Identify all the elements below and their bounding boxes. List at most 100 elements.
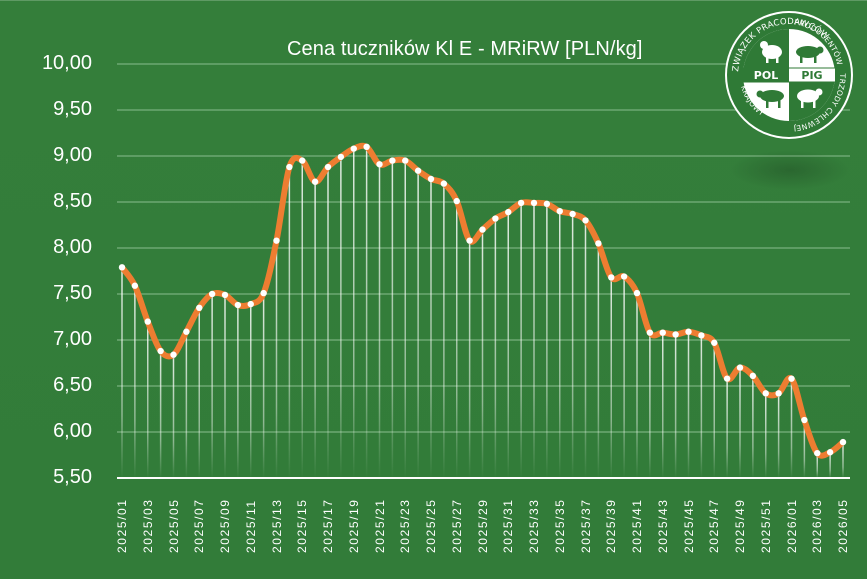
data-point-marker <box>762 390 769 397</box>
data-point-marker <box>183 328 190 335</box>
drop-line <box>468 240 471 478</box>
data-point-marker <box>595 240 602 247</box>
data-point-marker <box>414 167 422 174</box>
drop-line <box>829 452 831 478</box>
data-point-marker <box>814 449 821 457</box>
drop-line <box>777 393 780 478</box>
drop-line <box>327 167 329 479</box>
y-tick-label: 6,00 <box>53 420 92 442</box>
x-tick-label: 2025/03 <box>140 498 155 553</box>
drop-line <box>546 203 548 478</box>
data-point-marker <box>569 210 576 218</box>
x-tick-label: 2025/45 <box>681 498 696 553</box>
x-tick-label: 2025/33 <box>527 498 541 553</box>
data-point-marker <box>170 351 177 358</box>
x-tick-label: 2025/35 <box>552 498 567 553</box>
drop-line <box>237 305 239 478</box>
data-point-marker <box>221 291 229 299</box>
drop-line <box>571 213 574 478</box>
drop-line <box>649 332 651 478</box>
x-tick-label: 2025/15 <box>295 498 310 553</box>
y-tick-label: 5,50 <box>53 466 92 488</box>
drop-line <box>404 160 406 478</box>
drop-line <box>597 243 600 478</box>
drop-line <box>700 335 703 478</box>
data-point-marker <box>659 329 666 336</box>
drop-line <box>250 304 252 478</box>
x-tick-label: 2025/19 <box>346 498 361 553</box>
x-tick-label: 2025/37 <box>578 498 593 553</box>
x-tick-label: 2025/11 <box>243 499 258 553</box>
data-point-marker <box>324 163 332 171</box>
drop-line <box>507 212 509 478</box>
drop-line <box>790 378 793 478</box>
x-tick-label: 2025/39 <box>604 498 619 553</box>
x-tick-label: 2025/51 <box>758 498 773 553</box>
y-tick-label: 8,50 <box>53 190 92 212</box>
y-tick-label: 9,50 <box>53 98 92 120</box>
data-point-marker <box>543 200 551 208</box>
data-point-marker <box>440 180 448 187</box>
x-tick-label: 2025/25 <box>424 498 438 553</box>
drop-line <box>262 293 265 478</box>
x-tick-label: 2025/17 <box>321 498 335 553</box>
drop-lines <box>121 146 844 479</box>
y-tick-label: 8,00 <box>53 236 92 258</box>
data-point-marker <box>196 304 203 311</box>
drop-line <box>211 294 213 478</box>
data-point-marker <box>620 273 628 280</box>
data-point-marker <box>363 143 370 150</box>
drop-line <box>314 181 316 478</box>
drop-line <box>687 331 690 478</box>
data-point-marker <box>299 157 306 164</box>
y-tick-label: 9,00 <box>53 144 92 166</box>
logo-shadow <box>730 150 850 190</box>
data-point-marker <box>556 208 563 215</box>
svg-text:POL: POL <box>754 69 778 82</box>
drop-line <box>456 201 458 478</box>
drop-line <box>610 277 612 478</box>
data-point-marker <box>479 226 486 233</box>
x-tick-label: 2025/41 <box>630 498 644 553</box>
drop-line <box>353 148 355 478</box>
svg-text:PIG: PIG <box>801 69 822 82</box>
x-tick-label: 2025/49 <box>733 498 747 553</box>
data-point-marker <box>286 163 293 171</box>
data-point-marker <box>788 375 795 382</box>
data-point-marker <box>427 175 435 183</box>
drop-line <box>121 267 123 478</box>
data-point-markers <box>118 143 847 457</box>
data-point-marker <box>736 364 744 371</box>
x-tick-label: 2025/29 <box>475 498 490 553</box>
data-point-marker <box>131 282 139 289</box>
data-point-marker <box>311 178 319 185</box>
x-tick-label: 2025/47 <box>707 498 722 553</box>
data-point-marker <box>389 157 396 164</box>
drop-line <box>275 240 278 478</box>
x-tick-label: 2026/05 <box>836 498 850 553</box>
data-point-marker <box>582 217 589 224</box>
data-point-marker <box>402 157 409 164</box>
x-tick-label: 2025/23 <box>398 498 413 553</box>
data-point-marker <box>685 328 692 335</box>
drop-line <box>443 183 445 478</box>
data-point-marker <box>530 199 538 207</box>
data-point-marker <box>517 199 525 207</box>
data-point-marker <box>337 153 345 161</box>
drop-line <box>739 367 741 478</box>
data-point-marker <box>826 449 834 456</box>
drop-line <box>559 211 561 478</box>
drop-line <box>623 276 625 478</box>
x-tick-label: 2025/43 <box>655 498 670 553</box>
data-point-marker <box>273 237 280 244</box>
drop-line <box>340 156 342 479</box>
drop-line <box>494 218 497 478</box>
drop-line <box>752 375 754 478</box>
data-point-marker <box>672 331 679 338</box>
x-tick-label: 2025/01 <box>115 498 129 553</box>
x-tick-label: 2025/09 <box>218 498 232 553</box>
y-tick-label: 10,00 <box>41 52 92 74</box>
drop-line <box>430 179 432 478</box>
